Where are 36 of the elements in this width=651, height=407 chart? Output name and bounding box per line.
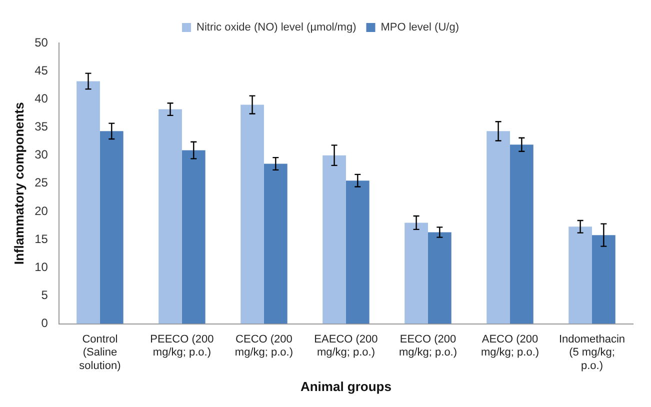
y-tick-label: 20	[34, 204, 48, 218]
bar	[404, 222, 428, 324]
bar	[158, 109, 182, 324]
x-tick-label: Indomethacin (5 mg/kg; p.o.)	[558, 333, 626, 372]
y-tick-label: 40	[34, 91, 48, 106]
y-tick-label: 30	[34, 148, 48, 162]
y-axis-title: Inflammatory components	[11, 102, 26, 265]
y-tick-label: 15	[34, 232, 48, 246]
bar	[264, 164, 288, 324]
y-tick-label: 35	[34, 120, 48, 134]
x-tick-label: EECO (200 mg/kg; p.o.)	[398, 333, 458, 359]
bar	[182, 150, 206, 324]
y-tick-label: 45	[34, 63, 48, 78]
bar	[100, 131, 124, 324]
legend-label: MPO level (U/g)	[380, 22, 460, 34]
legend-label: Nitric oxide (NO) level (µmol/mg)	[196, 22, 356, 34]
x-tick-label: PEECO (200 mg/kg; p.o.)	[150, 333, 214, 359]
y-tick-label: 0	[41, 316, 48, 330]
x-tick-label: CECO (200 mg/kg; p.o.)	[234, 333, 294, 359]
bar	[346, 180, 370, 324]
bar	[322, 155, 346, 324]
bar	[428, 232, 452, 324]
y-tick-label: 25	[34, 176, 48, 190]
bar	[240, 104, 264, 324]
x-tick-label: AECO (200 mg/kg; p.o.)	[480, 333, 540, 359]
y-tick-label: 50	[34, 35, 48, 50]
y-tick-label: 10	[34, 260, 48, 274]
bar	[568, 226, 592, 324]
bar	[592, 235, 616, 324]
x-tick-label: Control (Saline solution)	[79, 333, 121, 372]
bar	[486, 131, 510, 324]
bar	[510, 144, 534, 324]
x-axis-title: Animal groups	[300, 378, 392, 394]
y-tick-label: 5	[41, 288, 48, 302]
x-tick-label: EAECO (200 mg/kg; p.o.)	[314, 333, 378, 359]
bar	[76, 81, 100, 324]
